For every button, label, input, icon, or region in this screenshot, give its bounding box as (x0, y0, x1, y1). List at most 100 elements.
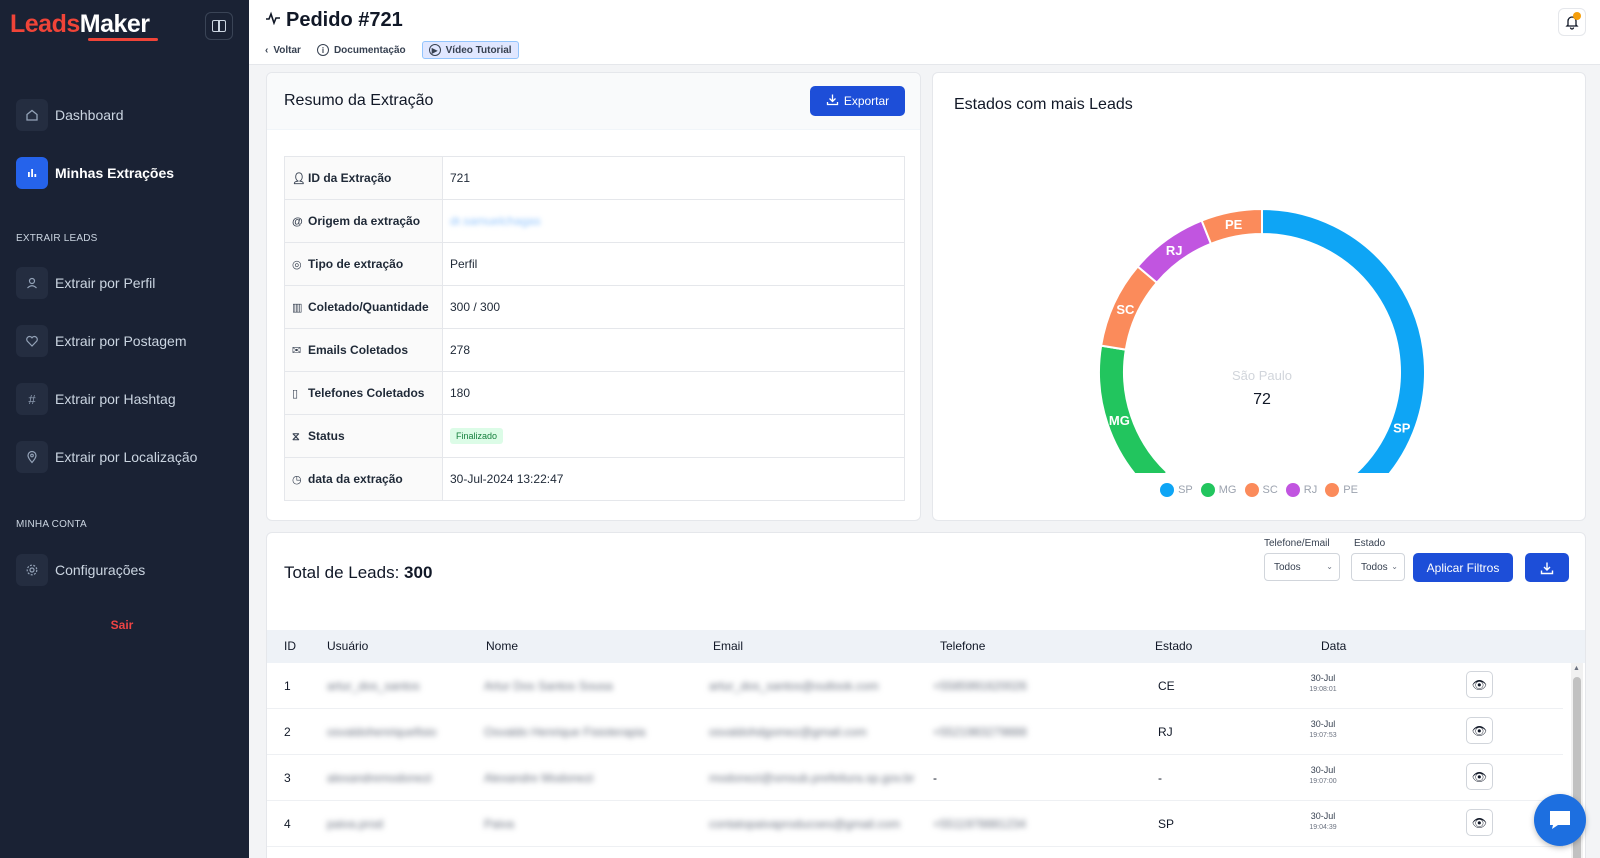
legend-swatch (1160, 483, 1175, 497)
legend-item-sc[interactable]: SC (1244, 483, 1278, 497)
cell-name: Osvaldo Henrique Fisioterapia (484, 725, 646, 739)
section-title-extrair-leads: EXTRAIR LEADS (16, 233, 98, 244)
scroll-up-icon[interactable]: ▲ (1573, 665, 1580, 672)
cell-date: 30-Jul 19:07:53 (1303, 719, 1343, 741)
cell-date: 30-Jul 19:07:00 (1303, 765, 1343, 787)
summary-key: ⧖ Status (284, 414, 443, 458)
table-row: 3 alexandremodonezi Alexandre Modonezi m… (267, 755, 1563, 801)
table-row: 4 paiva.prod Paiva contatopaivaproducoes… (267, 801, 1563, 847)
scrollbar-thumb[interactable] (1573, 677, 1581, 858)
at-sign-icon: @ (292, 216, 303, 228)
logo-text-maker: Maker (79, 10, 150, 38)
video-tutorial-link[interactable]: ▶ Vídeo Tutorial (421, 41, 519, 59)
legend-swatch (1244, 483, 1259, 497)
summary-key: ◎ Tipo de extração (284, 242, 443, 286)
column-header-email: Email (713, 639, 744, 653)
summary-key: @ Origem da extração (284, 199, 443, 243)
chart-icon: ▥ (292, 302, 303, 314)
legend-item-rj[interactable]: RJ (1285, 483, 1318, 497)
cell-state: RJ (1158, 725, 1173, 739)
summary-value: 300 / 300 (442, 285, 905, 329)
sidebar-item-extrair-localizacao[interactable]: Extrair por Localização (16, 441, 236, 473)
sidebar-item-dashboard[interactable]: Dashboard (16, 99, 236, 131)
summary-key-text: Origem da extração (308, 214, 421, 228)
cell-date-time: 19:07:00 (1309, 778, 1337, 785)
summary-row-emails: ✉ Emails Coletados 278 (284, 328, 905, 372)
sidebar-item-extrair-hashtag[interactable]: # Extrair por Hashtag (16, 383, 236, 415)
page-title-text: Pedido #721 (286, 9, 403, 31)
hourglass-icon: ⧖ (292, 430, 300, 443)
docs-link[interactable]: i Documentação (316, 44, 406, 56)
back-link[interactable]: ‹ Voltar (265, 45, 301, 56)
sidebar-toggle-button[interactable] (205, 12, 233, 40)
legend-item-pe[interactable]: PE (1325, 483, 1358, 497)
hashtag-icon: # (16, 383, 48, 415)
cell-user: osvaldohenriquefisio (327, 725, 437, 739)
view-lead-button[interactable]: 👁︎ (1466, 763, 1493, 790)
user-icon (16, 267, 48, 299)
cell-date-time: 19:07:53 (1309, 732, 1337, 739)
cell-email: modonezi@smsub.prefeitura.sp.gov.br (709, 771, 915, 785)
summary-value: 180 (442, 371, 905, 415)
cell-phone: +5511978881234 (933, 817, 1026, 831)
cell-state: SP (1158, 817, 1175, 831)
legend-item-mg[interactable]: MG (1200, 483, 1237, 497)
summary-row-tipo: ◎ Tipo de extração Perfil (284, 242, 905, 286)
cell-phone: +5585991620026 (933, 679, 1027, 693)
view-lead-button[interactable]: 👁︎ (1466, 671, 1493, 698)
cell-user: artur_dos_santos (327, 679, 420, 693)
logo-underline (88, 38, 158, 41)
legend-label: MG (1218, 484, 1237, 496)
apply-filters-button[interactable]: Aplicar Filtros (1413, 553, 1513, 582)
legend-label: PE (1343, 484, 1358, 496)
sidebar-item-label: Configurações (55, 562, 146, 578)
summary-row-origem: @ Origem da extração dr.samuelchagas (284, 199, 905, 243)
sidebar-item-minhas-extracoes[interactable]: Minhas Extrações (16, 157, 236, 189)
sidebar-item-extrair-perfil[interactable]: Extrair por Perfil (16, 267, 236, 299)
bar-chart-icon (16, 157, 48, 189)
chart-legend: SP MG SC RJ PE (933, 483, 1585, 497)
donut-slice-label: MG (1109, 413, 1130, 428)
origin-profile-link[interactable]: dr.samuelchagas (450, 214, 541, 228)
filter-state-select[interactable]: Todos ⌄ (1351, 553, 1405, 581)
export-button-label: Exportar (843, 94, 890, 108)
sidebar-item-label: Extrair por Perfil (55, 275, 156, 291)
gear-icon (16, 554, 48, 586)
extraction-summary-card: Resumo da Extração Exportar 👤︎ ID da Extr… (266, 72, 921, 521)
summary-key: ✉ Emails Coletados (284, 328, 443, 372)
summary-key-text: Tipo de extração (308, 257, 404, 271)
download-icon (826, 93, 839, 109)
logo[interactable]: LeadsMaker (10, 10, 150, 39)
sidebar-item-label: Extrair por Postagem (55, 333, 187, 349)
eye-icon: 👁︎ (1471, 815, 1488, 830)
column-header-data: Data (1321, 639, 1347, 653)
view-lead-button[interactable]: 👁︎ (1466, 809, 1493, 836)
summary-table: 👤︎ ID da Extração 721 @ Origem da extração… (284, 156, 905, 501)
summary-key-text: ID da Extração (308, 171, 392, 185)
column-header-usuario: Usuário (327, 639, 369, 653)
filter-phone-select[interactable]: Todos ⌄ (1264, 553, 1340, 581)
summary-value: 278 (442, 328, 905, 372)
cell-id: 3 (284, 771, 291, 785)
filter-phone-label: Telefone/Email (1264, 538, 1330, 549)
sidebar-item-extrair-postagem[interactable]: Extrair por Postagem (16, 325, 236, 357)
chat-support-button[interactable] (1534, 794, 1586, 846)
donut-slice-pe[interactable] (1200, 207, 1263, 246)
legend-item-sp[interactable]: SP (1160, 483, 1193, 497)
download-leads-button[interactable] (1525, 553, 1569, 582)
cell-email: contatopaivaproducoes@gmail.com (709, 817, 900, 831)
notifications-button[interactable] (1558, 8, 1586, 36)
summary-key: ▯ Telefones Coletados (284, 371, 443, 415)
cell-date-day: 30-Jul (1310, 719, 1336, 729)
column-header-id: ID (284, 639, 296, 653)
logout-link[interactable]: Sair (110, 618, 134, 632)
donut-slice-sp[interactable] (1150, 207, 1426, 473)
view-lead-button[interactable]: 👁︎ (1466, 717, 1493, 744)
docs-link-label: Documentação (333, 44, 406, 56)
summary-key: ◷ data da extração (284, 457, 443, 501)
cell-phone: - (933, 771, 937, 785)
legend-label: RJ (1303, 484, 1318, 496)
export-button[interactable]: Exportar (810, 86, 905, 116)
donut-slice-mg[interactable] (1098, 344, 1169, 473)
sidebar-item-configuracoes[interactable]: Configurações (16, 554, 236, 586)
